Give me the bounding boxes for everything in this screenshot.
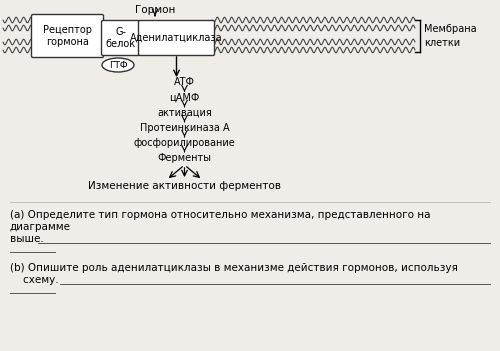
Text: диаграмме: диаграмме <box>10 222 71 232</box>
FancyBboxPatch shape <box>32 14 104 58</box>
Text: ГТФ: ГТФ <box>108 60 128 69</box>
Text: активация: активация <box>157 108 212 118</box>
Text: цАМФ: цАМФ <box>170 93 200 103</box>
Ellipse shape <box>102 58 134 72</box>
Text: Ферменты: Ферменты <box>158 153 212 163</box>
Text: Изменение активности ферментов: Изменение активности ферментов <box>88 181 281 191</box>
Text: G-
белок: G- белок <box>106 27 136 49</box>
Text: Рецептор
гормона: Рецептор гормона <box>43 25 92 47</box>
Text: Гормон: Гормон <box>135 5 175 15</box>
FancyBboxPatch shape <box>138 20 214 55</box>
Text: (b) Опишите роль аденилатциклазы в механизме действия гормонов, используя: (b) Опишите роль аденилатциклазы в механ… <box>10 263 458 273</box>
Text: Мембрана
клетки: Мембрана клетки <box>424 25 476 48</box>
Text: АТФ: АТФ <box>174 77 195 87</box>
Text: фосфорилирование: фосфорилирование <box>134 138 236 148</box>
Text: Аденилатциклаза: Аденилатциклаза <box>130 33 223 43</box>
Text: Протеинкиназа А: Протеинкиназа А <box>140 123 230 133</box>
FancyBboxPatch shape <box>102 20 140 55</box>
Text: схему.: схему. <box>10 275 58 285</box>
Text: (a) Определите тип гормона относительно механизма, представленного на: (a) Определите тип гормона относительно … <box>10 210 430 220</box>
Text: выше.: выше. <box>10 234 44 244</box>
